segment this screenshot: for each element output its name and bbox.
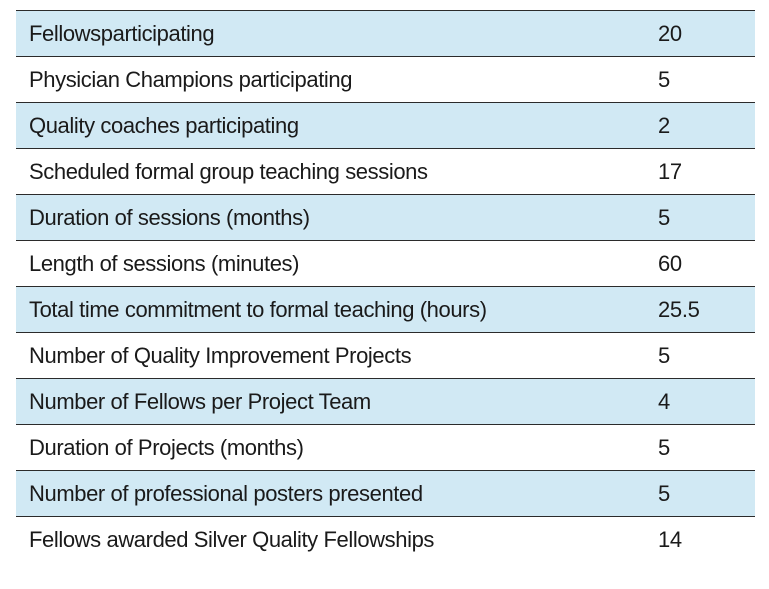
table-row: Number of Quality Improvement Projects 5 bbox=[16, 333, 755, 379]
table-row: Physician Champions participating 5 bbox=[16, 57, 755, 103]
table-row: Fellows awarded Silver Quality Fellowshi… bbox=[16, 517, 755, 563]
row-value: 5 bbox=[658, 66, 670, 92]
table-row: Scheduled formal group teaching sessions… bbox=[16, 149, 755, 195]
table-row: Length of sessions (minutes) 60 bbox=[16, 241, 755, 287]
table-row: Duration of sessions (months) 5 bbox=[16, 195, 755, 241]
row-value: 2 bbox=[658, 112, 670, 138]
row-label: Length of sessions (minutes) bbox=[29, 250, 300, 276]
row-value: 60 bbox=[658, 250, 682, 276]
row-label: Number of Fellows per Project Team bbox=[29, 388, 371, 414]
table-row: Duration of Projects (months) 5 bbox=[16, 425, 755, 471]
row-label: Number of Quality Improvement Projects bbox=[29, 342, 412, 368]
row-label: Total time commitment to formal teaching… bbox=[29, 296, 487, 322]
row-label: Number of professional posters presented bbox=[29, 480, 423, 506]
row-label: Quality coaches participating bbox=[29, 112, 299, 138]
row-value: 20 bbox=[658, 20, 682, 46]
row-value: 5 bbox=[658, 480, 670, 506]
row-value: 5 bbox=[658, 434, 670, 460]
row-value: 5 bbox=[658, 342, 670, 368]
table-row: Total time commitment to formal teaching… bbox=[16, 287, 755, 333]
table-row: Fellowsparticipating 20 bbox=[16, 11, 755, 57]
row-value: 4 bbox=[658, 388, 670, 414]
table-row: Number of Fellows per Project Team 4 bbox=[16, 379, 755, 425]
row-value: 25.5 bbox=[658, 296, 700, 322]
row-value: 17 bbox=[658, 158, 682, 184]
row-label: Physician Champions participating bbox=[29, 66, 353, 92]
row-value: 14 bbox=[658, 527, 682, 552]
table-row: Quality coaches participating 2 bbox=[16, 103, 755, 149]
row-label: Duration of Projects (months) bbox=[29, 434, 304, 460]
table-row: Number of professional posters presented… bbox=[16, 471, 755, 517]
row-label: Fellowsparticipating bbox=[29, 20, 215, 46]
row-label: Fellows awarded Silver Quality Fellowshi… bbox=[29, 527, 435, 552]
summary-table: Fellowsparticipating 20 Physician Champi… bbox=[16, 10, 755, 563]
row-label: Scheduled formal group teaching sessions bbox=[29, 158, 428, 184]
row-label: Duration of sessions (months) bbox=[29, 204, 310, 230]
row-value: 5 bbox=[658, 204, 670, 230]
